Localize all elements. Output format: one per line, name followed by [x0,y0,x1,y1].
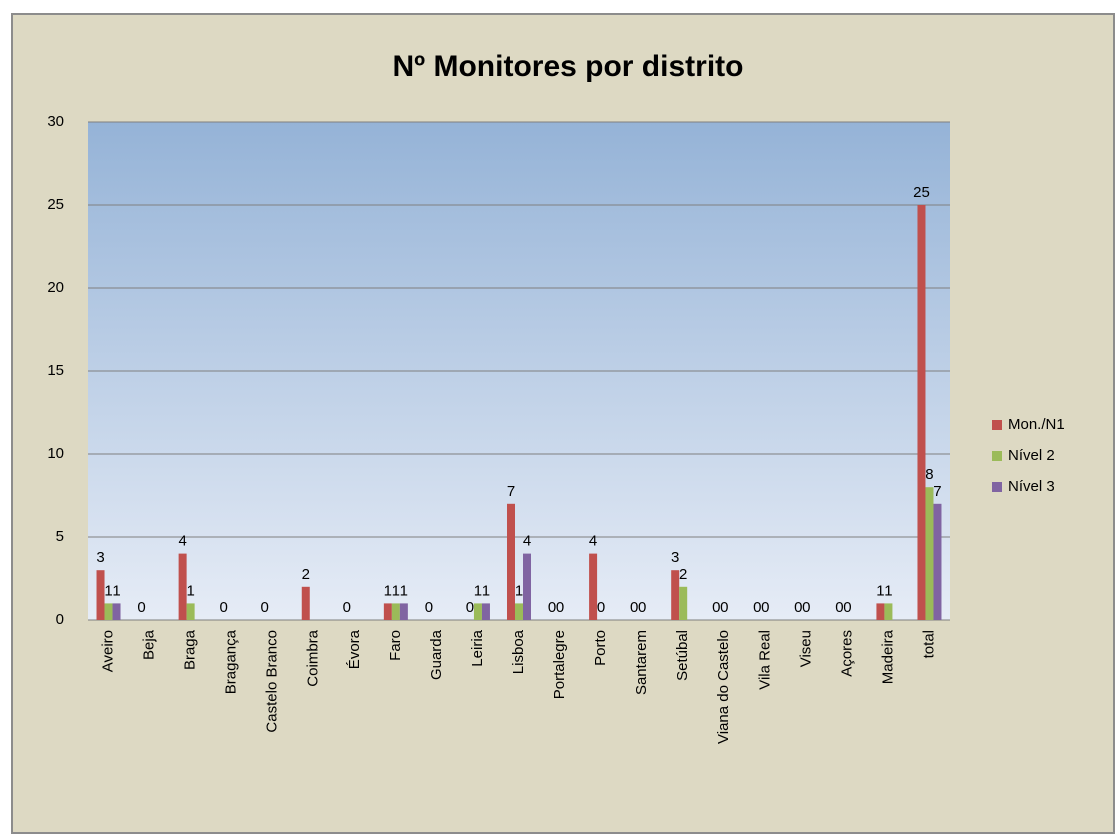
bar [679,586,688,620]
bar [112,603,121,620]
data-label: 3 [96,549,104,566]
x-tick-label: total [920,630,937,658]
x-tick-label: Setúbal [674,630,691,681]
data-label: 1 [384,582,392,599]
bar [523,553,531,620]
x-tick-label: Lisboa [510,629,527,674]
bar [589,553,598,620]
data-label: 0 [137,599,145,616]
bar [104,603,113,620]
data-label: 1 [515,582,523,599]
data-label: 4 [589,533,597,550]
x-tick-label: Viana do Castelo [715,630,732,744]
data-label: 1 [474,582,482,599]
bar [671,570,680,620]
data-label: 0 [466,599,474,616]
x-tick-label: Bragança [223,629,240,694]
data-label: 2 [679,566,687,583]
legend-swatch [992,482,1002,492]
data-label: 0 [753,599,761,616]
data-label: 25 [913,184,930,201]
bar [473,603,482,620]
data-label: 1 [482,582,490,599]
bar [391,603,400,620]
x-tick-label: Viseu [797,630,814,667]
y-tick-label: 30 [47,113,64,130]
bar [507,503,515,620]
data-label: 0 [261,599,269,616]
bar [96,570,105,620]
bar [481,603,490,620]
data-label: 7 [507,483,515,500]
x-tick-label: Portalegre [551,630,568,699]
bar [925,487,934,620]
bar [917,205,926,620]
legend-swatch [992,451,1002,461]
x-tick-label: Açores [838,630,855,677]
x-tick-label: Guarda [428,629,445,680]
data-label: 0 [548,599,556,616]
x-tick-label: Aveiro [99,630,116,672]
bar [933,503,942,620]
data-label: 3 [671,549,679,566]
data-label: 0 [425,599,433,616]
data-label: 8 [925,466,933,483]
data-label: 0 [597,599,605,616]
y-tick-label: 0 [56,611,64,628]
x-tick-label: Beja [141,629,158,660]
y-tick-label: 5 [56,528,64,545]
data-label: 0 [630,599,638,616]
data-label: 0 [343,599,351,616]
legend-label: Nível 2 [1008,447,1055,464]
data-label: 1 [400,582,408,599]
legend-swatch [992,420,1002,430]
data-label: 1 [186,582,194,599]
legend-label: Mon./N1 [1008,416,1065,433]
legend-label: Nível 3 [1008,478,1055,495]
data-label: 7 [933,483,941,500]
data-label: 0 [556,599,564,616]
data-label: 1 [104,582,112,599]
bar [399,603,408,620]
data-label: 1 [392,582,400,599]
bar [876,603,885,620]
bar [301,586,310,620]
y-tick-label: 15 [47,362,64,379]
chart-title: Nº Monitores por distrito [393,50,744,83]
bar [383,603,392,620]
x-tick-label: Madeira [879,629,896,684]
data-label: 0 [835,599,843,616]
data-label: 0 [843,599,851,616]
data-label: 0 [761,599,769,616]
data-label: 0 [720,599,728,616]
bar [884,603,893,620]
x-tick-label: Leiria [469,629,486,666]
bar [515,603,523,620]
x-tick-label: Castelo Branco [264,630,281,733]
y-tick-label: 25 [47,196,64,213]
data-label: 0 [802,599,810,616]
bar [186,603,195,620]
bar [178,553,187,620]
data-label: 0 [219,599,227,616]
data-label: 0 [638,599,646,616]
data-label: 2 [302,566,310,583]
data-label: 4 [523,533,531,550]
x-tick-label: Porto [592,630,609,666]
x-tick-label: Braga [182,629,199,670]
data-label: 4 [178,533,186,550]
y-tick-label: 10 [47,445,64,462]
x-tick-label: Vila Real [756,630,773,690]
x-tick-label: Santarem [633,630,650,695]
data-label: 1 [876,582,884,599]
data-label: 1 [112,582,120,599]
y-tick-label: 20 [47,279,64,296]
x-tick-label: Coimbra [305,629,322,686]
x-tick-label: Évora [346,629,363,669]
data-label: 0 [794,599,802,616]
data-label: 1 [884,582,892,599]
x-tick-label: Faro [387,630,404,661]
data-label: 0 [712,599,720,616]
